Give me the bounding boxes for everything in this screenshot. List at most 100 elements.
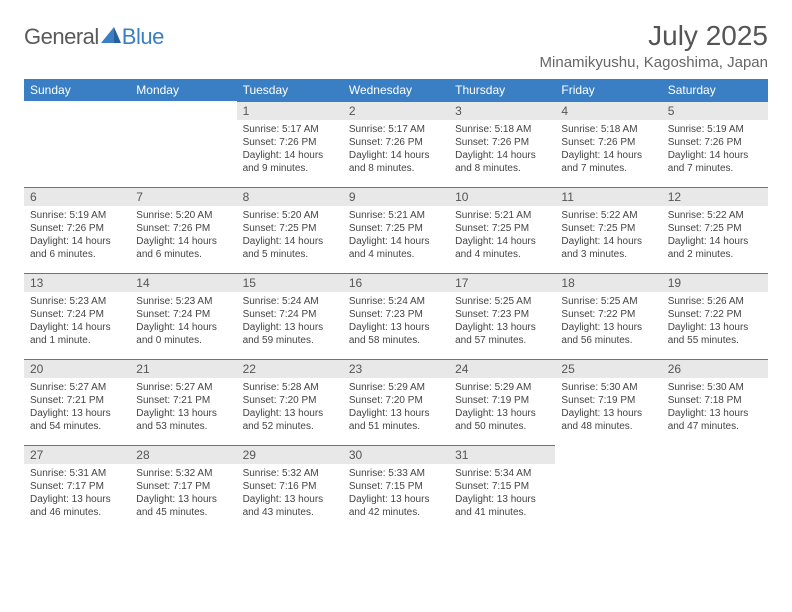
- calendar-day-cell: 5Sunrise: 5:19 AMSunset: 7:26 PMDaylight…: [662, 101, 768, 187]
- day-number: 19: [662, 273, 768, 292]
- calendar-day-cell: 12Sunrise: 5:22 AMSunset: 7:25 PMDayligh…: [662, 187, 768, 273]
- day-number: 16: [343, 273, 449, 292]
- day-details: Sunrise: 5:25 AMSunset: 7:23 PMDaylight:…: [449, 292, 555, 353]
- calendar-week-row: 6Sunrise: 5:19 AMSunset: 7:26 PMDaylight…: [24, 187, 768, 273]
- calendar-day-cell: 30Sunrise: 5:33 AMSunset: 7:15 PMDayligh…: [343, 445, 449, 531]
- day-details: Sunrise: 5:20 AMSunset: 7:25 PMDaylight:…: [237, 206, 343, 267]
- day-details: Sunrise: 5:27 AMSunset: 7:21 PMDaylight:…: [130, 378, 236, 439]
- weekday-header: Friday: [555, 79, 661, 101]
- day-details: Sunrise: 5:34 AMSunset: 7:15 PMDaylight:…: [449, 464, 555, 525]
- day-details: Sunrise: 5:17 AMSunset: 7:26 PMDaylight:…: [343, 120, 449, 181]
- day-number: 30: [343, 445, 449, 464]
- day-details: Sunrise: 5:28 AMSunset: 7:20 PMDaylight:…: [237, 378, 343, 439]
- day-details: Sunrise: 5:29 AMSunset: 7:19 PMDaylight:…: [449, 378, 555, 439]
- day-details: Sunrise: 5:30 AMSunset: 7:19 PMDaylight:…: [555, 378, 661, 439]
- calendar-day-cell: [130, 101, 236, 187]
- calendar-week-row: 1Sunrise: 5:17 AMSunset: 7:26 PMDaylight…: [24, 101, 768, 187]
- day-number: 21: [130, 359, 236, 378]
- calendar-day-cell: 10Sunrise: 5:21 AMSunset: 7:25 PMDayligh…: [449, 187, 555, 273]
- calendar-day-cell: 7Sunrise: 5:20 AMSunset: 7:26 PMDaylight…: [130, 187, 236, 273]
- calendar-day-cell: 26Sunrise: 5:30 AMSunset: 7:18 PMDayligh…: [662, 359, 768, 445]
- day-details: Sunrise: 5:19 AMSunset: 7:26 PMDaylight:…: [24, 206, 130, 267]
- weekday-header: Wednesday: [343, 79, 449, 101]
- day-number: 9: [343, 187, 449, 206]
- brand-triangle-icon: [101, 27, 121, 48]
- calendar-day-cell: 17Sunrise: 5:25 AMSunset: 7:23 PMDayligh…: [449, 273, 555, 359]
- day-number: 7: [130, 187, 236, 206]
- calendar-day-cell: 21Sunrise: 5:27 AMSunset: 7:21 PMDayligh…: [130, 359, 236, 445]
- day-details: Sunrise: 5:22 AMSunset: 7:25 PMDaylight:…: [662, 206, 768, 267]
- header: General Blue July 2025 Minamikyushu, Kag…: [24, 20, 768, 71]
- day-details: Sunrise: 5:20 AMSunset: 7:26 PMDaylight:…: [130, 206, 236, 267]
- day-number: 18: [555, 273, 661, 292]
- calendar-week-row: 27Sunrise: 5:31 AMSunset: 7:17 PMDayligh…: [24, 445, 768, 531]
- day-details: Sunrise: 5:23 AMSunset: 7:24 PMDaylight:…: [24, 292, 130, 353]
- day-details: Sunrise: 5:32 AMSunset: 7:17 PMDaylight:…: [130, 464, 236, 525]
- day-details: Sunrise: 5:17 AMSunset: 7:26 PMDaylight:…: [237, 120, 343, 181]
- day-number: 29: [237, 445, 343, 464]
- calendar-day-cell: 8Sunrise: 5:20 AMSunset: 7:25 PMDaylight…: [237, 187, 343, 273]
- day-details: Sunrise: 5:29 AMSunset: 7:20 PMDaylight:…: [343, 378, 449, 439]
- brand-blue: Blue: [122, 24, 164, 50]
- day-number: 26: [662, 359, 768, 378]
- calendar-day-cell: 27Sunrise: 5:31 AMSunset: 7:17 PMDayligh…: [24, 445, 130, 531]
- weekday-header: Sunday: [24, 79, 130, 101]
- calendar-day-cell: 29Sunrise: 5:32 AMSunset: 7:16 PMDayligh…: [237, 445, 343, 531]
- day-number: 5: [662, 101, 768, 120]
- day-number: 8: [237, 187, 343, 206]
- day-number: 24: [449, 359, 555, 378]
- weekday-header: Tuesday: [237, 79, 343, 101]
- day-number: 31: [449, 445, 555, 464]
- day-details: Sunrise: 5:18 AMSunset: 7:26 PMDaylight:…: [555, 120, 661, 181]
- day-details: Sunrise: 5:25 AMSunset: 7:22 PMDaylight:…: [555, 292, 661, 353]
- day-details: Sunrise: 5:18 AMSunset: 7:26 PMDaylight:…: [449, 120, 555, 181]
- day-details: Sunrise: 5:24 AMSunset: 7:24 PMDaylight:…: [237, 292, 343, 353]
- day-number: 4: [555, 101, 661, 120]
- brand-logo: General Blue: [24, 24, 164, 50]
- day-details: Sunrise: 5:27 AMSunset: 7:21 PMDaylight:…: [24, 378, 130, 439]
- day-details: Sunrise: 5:33 AMSunset: 7:15 PMDaylight:…: [343, 464, 449, 525]
- calendar-day-cell: 25Sunrise: 5:30 AMSunset: 7:19 PMDayligh…: [555, 359, 661, 445]
- location-text: Minamikyushu, Kagoshima, Japan: [540, 54, 768, 71]
- calendar-day-cell: 23Sunrise: 5:29 AMSunset: 7:20 PMDayligh…: [343, 359, 449, 445]
- calendar-day-cell: 14Sunrise: 5:23 AMSunset: 7:24 PMDayligh…: [130, 273, 236, 359]
- calendar-day-cell: 2Sunrise: 5:17 AMSunset: 7:26 PMDaylight…: [343, 101, 449, 187]
- day-details: Sunrise: 5:21 AMSunset: 7:25 PMDaylight:…: [343, 206, 449, 267]
- day-details: Sunrise: 5:22 AMSunset: 7:25 PMDaylight:…: [555, 206, 661, 267]
- day-number: 23: [343, 359, 449, 378]
- calendar-day-cell: [662, 445, 768, 531]
- day-number: 3: [449, 101, 555, 120]
- month-title: July 2025: [540, 20, 768, 52]
- calendar-day-cell: 3Sunrise: 5:18 AMSunset: 7:26 PMDaylight…: [449, 101, 555, 187]
- day-number: 27: [24, 445, 130, 464]
- day-details: Sunrise: 5:21 AMSunset: 7:25 PMDaylight:…: [449, 206, 555, 267]
- day-number: 1: [237, 101, 343, 120]
- calendar-week-row: 13Sunrise: 5:23 AMSunset: 7:24 PMDayligh…: [24, 273, 768, 359]
- title-block: July 2025 Minamikyushu, Kagoshima, Japan: [540, 20, 768, 71]
- calendar-week-row: 20Sunrise: 5:27 AMSunset: 7:21 PMDayligh…: [24, 359, 768, 445]
- day-number: 20: [24, 359, 130, 378]
- calendar-day-cell: 15Sunrise: 5:24 AMSunset: 7:24 PMDayligh…: [237, 273, 343, 359]
- day-number: 10: [449, 187, 555, 206]
- calendar-day-cell: 22Sunrise: 5:28 AMSunset: 7:20 PMDayligh…: [237, 359, 343, 445]
- calendar-day-cell: 24Sunrise: 5:29 AMSunset: 7:19 PMDayligh…: [449, 359, 555, 445]
- day-number: 13: [24, 273, 130, 292]
- calendar-day-cell: 31Sunrise: 5:34 AMSunset: 7:15 PMDayligh…: [449, 445, 555, 531]
- calendar-day-cell: 9Sunrise: 5:21 AMSunset: 7:25 PMDaylight…: [343, 187, 449, 273]
- day-number: 22: [237, 359, 343, 378]
- calendar-day-cell: 18Sunrise: 5:25 AMSunset: 7:22 PMDayligh…: [555, 273, 661, 359]
- day-number: 2: [343, 101, 449, 120]
- weekday-header: Saturday: [662, 79, 768, 101]
- calendar-day-cell: 20Sunrise: 5:27 AMSunset: 7:21 PMDayligh…: [24, 359, 130, 445]
- day-number: 14: [130, 273, 236, 292]
- day-details: Sunrise: 5:26 AMSunset: 7:22 PMDaylight:…: [662, 292, 768, 353]
- day-details: Sunrise: 5:32 AMSunset: 7:16 PMDaylight:…: [237, 464, 343, 525]
- calendar-day-cell: 1Sunrise: 5:17 AMSunset: 7:26 PMDaylight…: [237, 101, 343, 187]
- day-number: 15: [237, 273, 343, 292]
- day-number: 17: [449, 273, 555, 292]
- calendar-body: 1Sunrise: 5:17 AMSunset: 7:26 PMDaylight…: [24, 101, 768, 531]
- weekday-header-row: SundayMondayTuesdayWednesdayThursdayFrid…: [24, 79, 768, 101]
- calendar-day-cell: [555, 445, 661, 531]
- day-number: 11: [555, 187, 661, 206]
- calendar-day-cell: 28Sunrise: 5:32 AMSunset: 7:17 PMDayligh…: [130, 445, 236, 531]
